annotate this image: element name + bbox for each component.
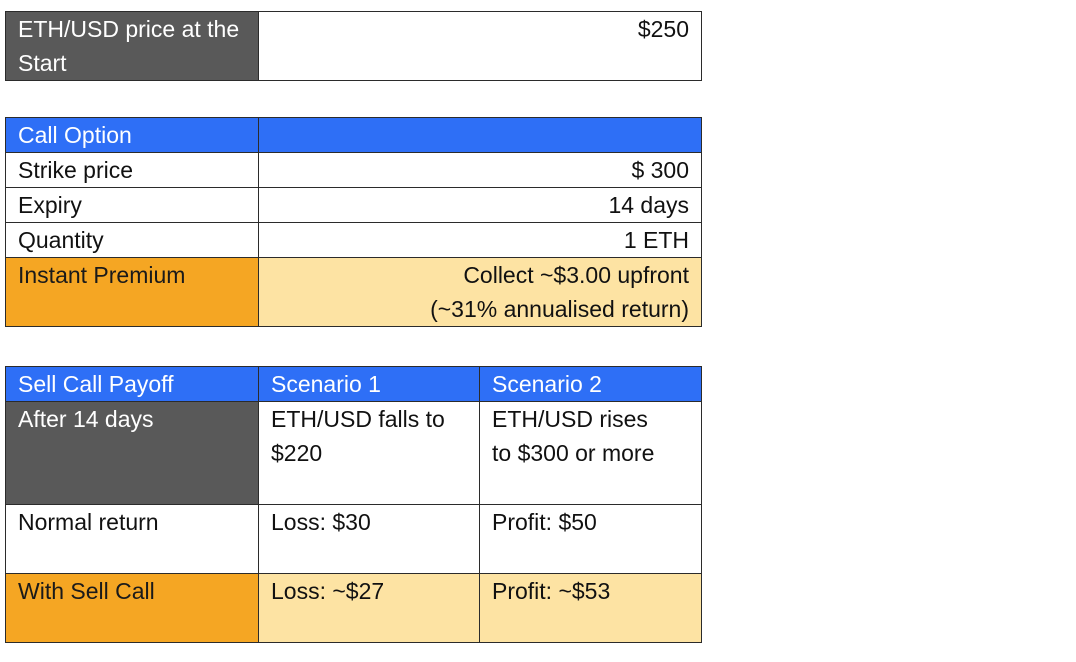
premium-line-2: (~31% annualised return) xyxy=(430,296,689,322)
quantity-label: Quantity xyxy=(5,222,259,258)
with-sell-call-label: With Sell Call xyxy=(5,573,259,643)
scenario-1-header: Scenario 1 xyxy=(258,366,480,402)
call-option-header: Call Option xyxy=(5,117,259,153)
start-price-value: $250 xyxy=(258,11,702,81)
scenario-2-header: Scenario 2 xyxy=(479,366,702,402)
expiry-label: Expiry xyxy=(5,187,259,223)
start-price-label: ETH/USD price at the Start xyxy=(5,11,259,81)
scenario-2-line-2: to $300 or more xyxy=(492,440,655,466)
instant-premium-label: Instant Premium xyxy=(5,257,259,327)
scenario-2-line-1: ETH/USD rises xyxy=(492,406,648,432)
scenario-1-line-1: ETH/USD falls to xyxy=(271,406,445,432)
scenario-1-line-2: $220 xyxy=(271,440,323,466)
instant-premium-value: Collect ~$3.00 upfront (~31% annualised … xyxy=(258,257,702,327)
with-sell-call-s1: Loss: ~$27 xyxy=(258,573,480,643)
normal-return-s2: Profit: $50 xyxy=(479,504,702,574)
expiry-value: 14 days xyxy=(258,187,702,223)
call-option-table: Call Option Strike price $ 300 Expiry 14… xyxy=(5,117,702,327)
normal-return-s1: Loss: $30 xyxy=(258,504,480,574)
start-price-table: ETH/USD price at the Start $250 xyxy=(5,11,702,81)
strike-price-label: Strike price xyxy=(5,152,259,188)
payoff-header: Sell Call Payoff xyxy=(5,366,259,402)
scenario-1-description: ETH/USD falls to $220 xyxy=(258,401,480,505)
call-option-header-blank xyxy=(258,117,702,153)
normal-return-label: Normal return xyxy=(5,504,259,574)
payoff-table: Sell Call Payoff Scenario 1 Scenario 2 A… xyxy=(5,366,702,643)
after-days-label: After 14 days xyxy=(5,401,259,505)
scenario-2-description: ETH/USD rises to $300 or more xyxy=(479,401,702,505)
quantity-value: 1 ETH xyxy=(258,222,702,258)
premium-line-1: Collect ~$3.00 upfront xyxy=(463,262,689,288)
strike-price-value: $ 300 xyxy=(258,152,702,188)
with-sell-call-s2: Profit: ~$53 xyxy=(479,573,702,643)
